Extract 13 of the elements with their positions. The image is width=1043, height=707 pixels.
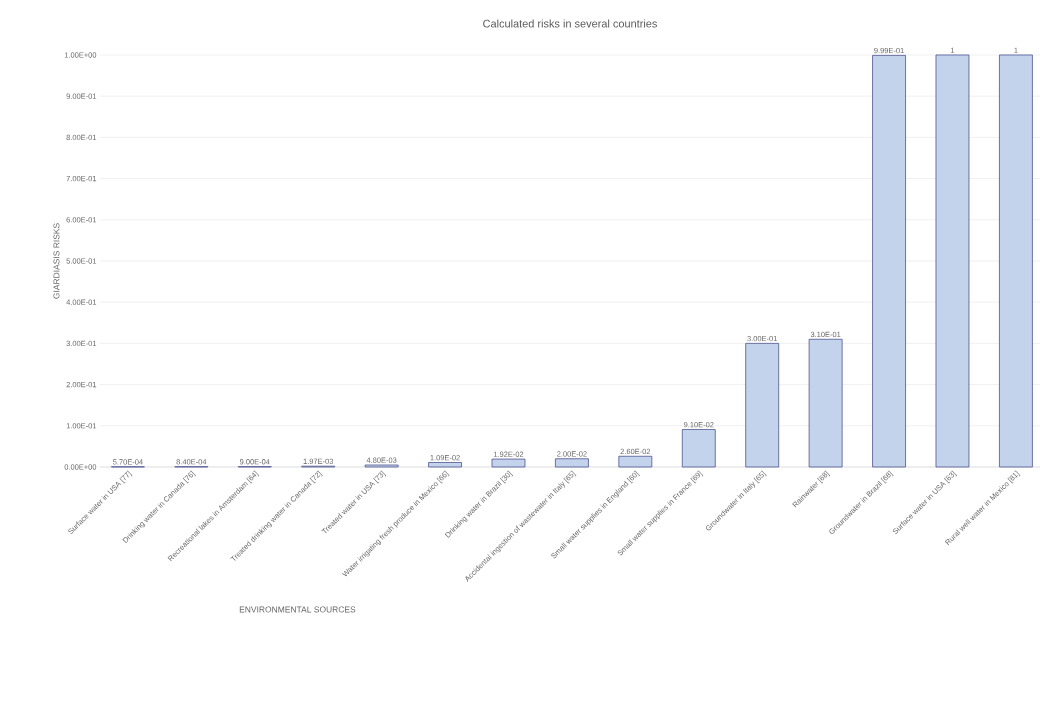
bar	[681, 429, 716, 468]
bar	[808, 338, 843, 468]
bar	[555, 458, 589, 468]
y-axis-title: GIARDIASIS RISKS	[53, 223, 60, 299]
bar	[491, 458, 526, 468]
bar	[872, 55, 906, 468]
bar	[428, 462, 462, 468]
chart-title: Calculated risks in several countries	[483, 19, 657, 28]
bar	[618, 455, 653, 468]
bar	[745, 342, 780, 468]
x-axis-title: ENVIRONMENTAL SOURCES	[239, 606, 356, 613]
bar	[935, 54, 970, 468]
bar	[999, 54, 1033, 468]
